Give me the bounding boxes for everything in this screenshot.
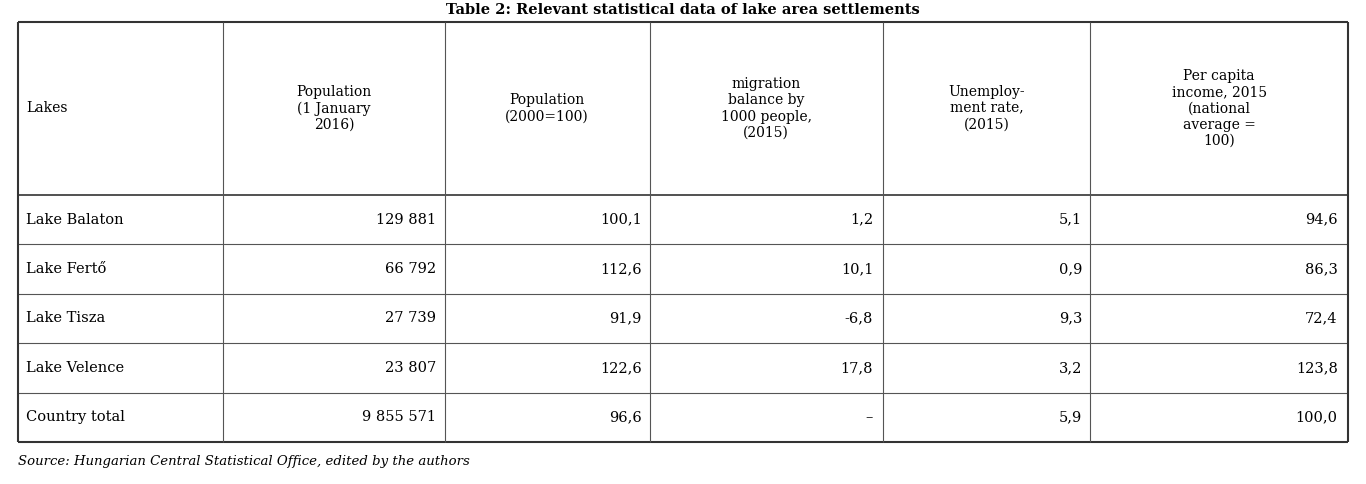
Text: Lake Balaton: Lake Balaton — [26, 212, 124, 227]
Text: 123,8: 123,8 — [1296, 361, 1337, 375]
Text: 17,8: 17,8 — [840, 361, 873, 375]
Text: 100,0: 100,0 — [1296, 410, 1337, 424]
Text: 86,3: 86,3 — [1305, 262, 1337, 276]
Text: Table 2: Relevant statistical data of lake area settlements: Table 2: Relevant statistical data of la… — [447, 3, 919, 17]
Text: Country total: Country total — [26, 410, 126, 424]
Text: 91,9: 91,9 — [609, 312, 642, 326]
Text: migration
balance by
1000 people,
(2015): migration balance by 1000 people, (2015) — [721, 77, 811, 140]
Text: Lakes: Lakes — [26, 102, 68, 116]
Text: 5,9: 5,9 — [1059, 410, 1082, 424]
Text: -6,8: -6,8 — [844, 312, 873, 326]
Text: 9 855 571: 9 855 571 — [362, 410, 436, 424]
Text: 94,6: 94,6 — [1305, 212, 1337, 227]
Text: Source: Hungarian Central Statistical Office, edited by the authors: Source: Hungarian Central Statistical Of… — [18, 455, 470, 468]
Text: 100,1: 100,1 — [600, 212, 642, 227]
Text: Unemploy-
ment rate,
(2015): Unemploy- ment rate, (2015) — [948, 85, 1024, 132]
Text: –: – — [866, 410, 873, 424]
Text: 129 881: 129 881 — [376, 212, 436, 227]
Text: 27 739: 27 739 — [385, 312, 436, 326]
Text: 122,6: 122,6 — [600, 361, 642, 375]
Text: 3,2: 3,2 — [1059, 361, 1082, 375]
Text: 23 807: 23 807 — [385, 361, 436, 375]
Text: Per capita
income, 2015
(national
average =
100): Per capita income, 2015 (national averag… — [1172, 69, 1266, 148]
Text: 1,2: 1,2 — [850, 212, 873, 227]
Text: 10,1: 10,1 — [841, 262, 873, 276]
Text: 66 792: 66 792 — [385, 262, 436, 276]
Text: 5,1: 5,1 — [1059, 212, 1082, 227]
Text: 112,6: 112,6 — [600, 262, 642, 276]
Text: Lake Tisza: Lake Tisza — [26, 312, 105, 326]
Text: Lake Fertő: Lake Fertő — [26, 262, 107, 276]
Text: 96,6: 96,6 — [609, 410, 642, 424]
Text: 72,4: 72,4 — [1305, 312, 1337, 326]
Text: 9,3: 9,3 — [1059, 312, 1082, 326]
Text: Population
(2000=100): Population (2000=100) — [505, 93, 589, 123]
Text: Lake Velence: Lake Velence — [26, 361, 124, 375]
Text: Population
(1 January
2016): Population (1 January 2016) — [296, 85, 372, 132]
Text: 0,9: 0,9 — [1059, 262, 1082, 276]
